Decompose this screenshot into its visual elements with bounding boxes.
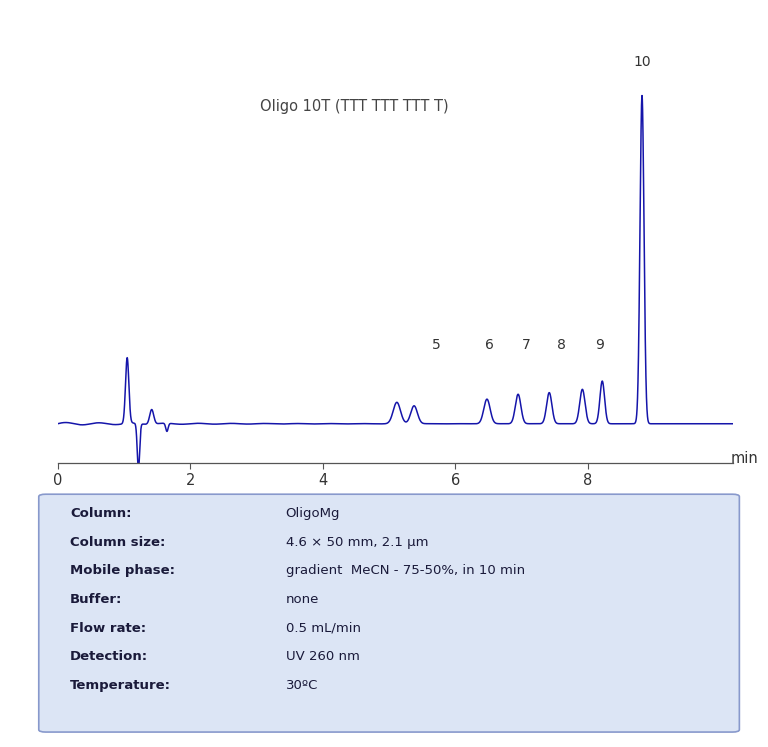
Text: 5: 5 — [432, 338, 441, 352]
Text: Oligo 10T (TTT TTT TTT T): Oligo 10T (TTT TTT TTT T) — [260, 99, 449, 114]
Text: Buffer:: Buffer: — [70, 593, 122, 606]
Text: 6: 6 — [485, 338, 494, 352]
Text: gradient  MeCN - 75-50%, in 10 min: gradient MeCN - 75-50%, in 10 min — [286, 564, 525, 577]
Text: 8: 8 — [557, 338, 565, 352]
Text: Column:: Column: — [70, 506, 131, 520]
Text: 9: 9 — [595, 338, 604, 352]
Text: 7: 7 — [522, 338, 531, 352]
Text: none: none — [286, 593, 319, 606]
Text: min: min — [730, 450, 758, 465]
Text: Temperature:: Temperature: — [70, 679, 171, 692]
Text: Detection:: Detection: — [70, 650, 148, 663]
Text: OligoMg: OligoMg — [286, 506, 340, 520]
Text: 0.5 mL/min: 0.5 mL/min — [286, 622, 360, 635]
Text: 4.6 × 50 mm, 2.1 μm: 4.6 × 50 mm, 2.1 μm — [286, 536, 428, 548]
Text: Flow rate:: Flow rate: — [70, 622, 146, 635]
Text: 10: 10 — [633, 55, 650, 69]
Text: 30ºC: 30ºC — [286, 679, 318, 692]
Text: UV 260 nm: UV 260 nm — [286, 650, 359, 663]
Text: Mobile phase:: Mobile phase: — [70, 564, 175, 577]
Text: Column size:: Column size: — [70, 536, 165, 548]
FancyBboxPatch shape — [38, 495, 740, 732]
